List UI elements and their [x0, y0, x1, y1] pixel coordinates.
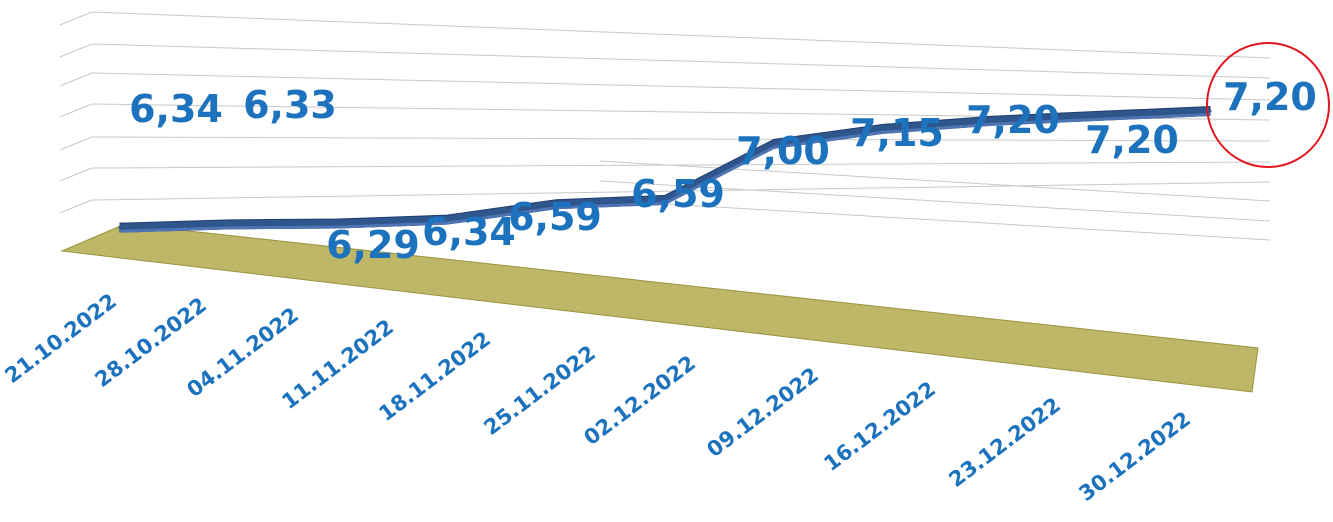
- gridline-side: [59, 103, 93, 118]
- series-ribbon-face: [119, 113, 1211, 233]
- data-label: 6,29: [326, 223, 420, 267]
- data-label: 7,15: [850, 111, 944, 155]
- series-line: [118, 105, 1212, 233]
- gridline-side: [59, 72, 93, 87]
- x-tick-label: 16.12.2022: [819, 377, 940, 476]
- series-point: [1099, 114, 1103, 118]
- series-point: [1208, 109, 1212, 113]
- data-label: 6,34: [129, 87, 223, 131]
- x-tick-label: 11.11.2022: [277, 315, 398, 414]
- series-point: [118, 226, 122, 230]
- series-point: [554, 202, 558, 206]
- data-label: 7,20: [1223, 75, 1317, 119]
- x-tick-label: 23.12.2022: [944, 393, 1065, 492]
- gridline: [599, 160, 1271, 202]
- x-tick-label: 18.11.2022: [374, 327, 495, 426]
- gridline-side: [59, 199, 93, 214]
- gridline: [599, 180, 1271, 222]
- x-tick-label: 09.12.2022: [702, 363, 823, 462]
- series-point: [663, 198, 667, 202]
- highlight-circle: [1206, 42, 1330, 168]
- data-label: 6,33: [243, 83, 337, 127]
- data-label: 7,00: [736, 129, 830, 173]
- data-label: 6,34: [422, 210, 516, 254]
- series-point: [772, 142, 776, 146]
- gridline: [91, 161, 1271, 169]
- data-labels: 6,34 6,336,29 6,346,596,597,00 7,15 7,20 7,20…: [129, 75, 1317, 267]
- gridline: [91, 136, 1271, 142]
- gridline: [91, 72, 1271, 101]
- data-label: 7,20: [1085, 118, 1179, 162]
- series-point: [227, 222, 231, 226]
- data-label: 6,59: [508, 195, 602, 239]
- data-label: 7,20: [966, 98, 1060, 142]
- gridline: [91, 11, 1271, 59]
- series-point: [336, 221, 340, 225]
- series-point: [990, 119, 994, 123]
- x-tick-label: 02.12.2022: [579, 351, 700, 450]
- chart-floor: [60, 223, 1259, 393]
- series-point: [445, 218, 449, 222]
- series-point: [881, 127, 885, 131]
- x-tick-label: 30.12.2022: [1074, 407, 1195, 506]
- x-tick-label: 25.11.2022: [479, 341, 600, 440]
- gridline: [599, 199, 1271, 241]
- data-label: 6,59: [631, 172, 725, 216]
- gridline-side: [59, 167, 93, 182]
- gridline-side: [59, 43, 93, 58]
- gridline: [91, 43, 1271, 79]
- gridline-side: [59, 136, 93, 151]
- gridline-side: [59, 11, 93, 26]
